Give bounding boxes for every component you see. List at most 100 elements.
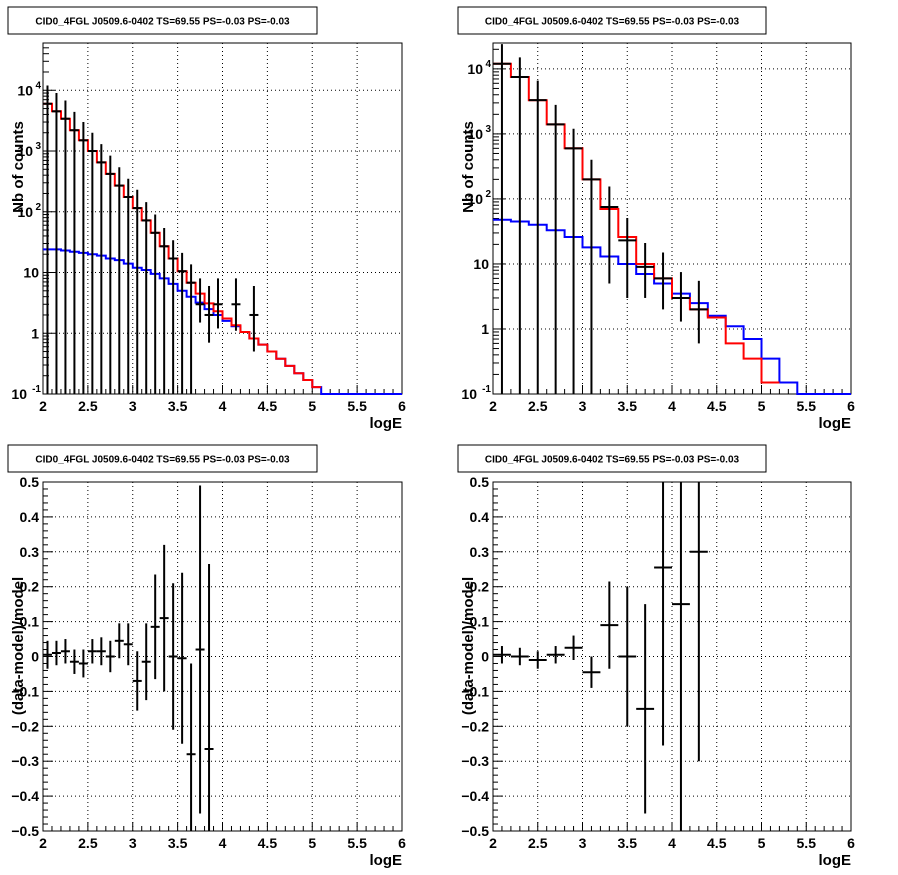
data-point (159, 228, 169, 394)
y-tick-label: 10 (467, 191, 483, 207)
x-tick-label: 2 (39, 398, 47, 414)
y-tick-label: −0.3 (461, 753, 489, 769)
data-point (69, 111, 79, 394)
x-tick-label: 2.5 (78, 398, 98, 414)
data-point (600, 186, 619, 284)
data-point (123, 623, 133, 666)
x-axis-label: logE (370, 415, 403, 432)
y-tick-label: −0.5 (461, 823, 489, 839)
y-tick-label: −0.2 (11, 718, 39, 734)
y-tick-label: 1 (481, 321, 489, 337)
data-point (231, 278, 241, 331)
y-tick-label: 10 (461, 386, 477, 402)
data-point (87, 132, 97, 394)
data-point (528, 80, 547, 394)
data-point (195, 485, 205, 814)
y-tick-label: 10 (467, 61, 483, 77)
data-point (132, 189, 142, 394)
data-point (249, 285, 259, 352)
y-tick-label: −0.4 (11, 788, 39, 804)
data-point (636, 242, 655, 298)
data-point (689, 482, 708, 762)
data-point (618, 586, 637, 727)
data-point (69, 649, 79, 674)
x-tick-label: 2.5 (528, 835, 548, 851)
data-point (528, 651, 547, 669)
x-tick-label: 6 (847, 398, 855, 414)
chart-panel-2: CID0_4FGL J0509.6-0402 TS=69.55 PS=-0.03… (457, 6, 855, 432)
data-point (105, 640, 115, 673)
data-point (582, 656, 601, 688)
y-tick-label: 0.2 (20, 579, 40, 595)
x-tick-label: 2 (489, 835, 497, 851)
y-tick-label: 10 (17, 143, 33, 159)
data-point (204, 285, 214, 343)
y-tick-exponent: 3 (485, 124, 491, 135)
data-point (493, 44, 511, 394)
data-point (114, 623, 124, 659)
title-box (7, 444, 318, 473)
data-point (132, 651, 142, 711)
y-tick-label: −0.4 (461, 788, 489, 804)
data-point (204, 564, 214, 831)
x-axis-label: logE (370, 852, 403, 869)
data-point (564, 635, 583, 660)
y-tick-label: 10 (473, 256, 489, 272)
data-point (186, 663, 196, 831)
y-axis-label: (data-model)/model (460, 577, 477, 715)
y-tick-exponent: 3 (35, 141, 41, 152)
y-tick-label: 0.2 (470, 579, 490, 595)
data-point (51, 93, 61, 394)
y-tick-label: 1 (31, 325, 39, 341)
y-tick-label: 0.5 (20, 474, 40, 490)
x-tick-label: 3 (579, 835, 587, 851)
x-tick-label: 2.5 (528, 398, 548, 414)
x-tick-label: 5 (308, 398, 316, 414)
x-tick-label: 5.5 (797, 398, 817, 414)
x-tick-label: 4.5 (258, 398, 278, 414)
data-point (177, 252, 187, 394)
title-box (457, 444, 767, 473)
y-tick-label: 0 (31, 649, 39, 665)
y-tick-exponent: 4 (485, 59, 491, 70)
y-tick-label: 0.1 (20, 614, 40, 630)
y-axis-label: Nb of counts (460, 121, 477, 213)
data-point (141, 202, 151, 394)
y-tick-label: 10 (17, 204, 33, 220)
data-point (96, 144, 106, 394)
y-tick-label: 0.4 (470, 509, 490, 525)
data-point (177, 572, 187, 744)
x-tick-label: 3 (129, 835, 137, 851)
y-tick-label: −0.2 (461, 718, 489, 734)
y-tick-exponent: -1 (482, 384, 491, 395)
chart-panel-4: CID0_4FGL J0509.6-0402 TS=69.55 PS=-0.03… (457, 444, 855, 869)
y-axis-label: (data-model)/model (10, 577, 27, 715)
histogram-series-2 (493, 62, 780, 384)
data-point (582, 159, 601, 394)
data-point (96, 637, 106, 666)
data-point (564, 128, 583, 394)
y-tick-label: 0.5 (470, 474, 490, 490)
x-tick-label: 3.5 (618, 835, 638, 851)
data-point (493, 646, 511, 664)
data-point (510, 647, 529, 666)
y-axis-label: Nb of counts (10, 121, 27, 213)
data-point (195, 278, 205, 323)
x-tick-label: 3.5 (168, 398, 188, 414)
x-tick-label: 6 (398, 835, 406, 851)
data-point (105, 155, 115, 394)
data-point (87, 639, 97, 664)
x-tick-label: 2 (39, 835, 47, 851)
x-tick-label: 4.5 (707, 398, 727, 414)
chart-title: CID0_4FGL J0509.6-0402 TS=69.55 PS=-0.03… (35, 17, 290, 28)
data-point (159, 544, 169, 692)
y-tick-label: 0.1 (470, 614, 490, 630)
chart-title: CID0_4FGL J0509.6-0402 TS=69.55 PS=-0.03… (485, 17, 740, 28)
x-tick-label: 5 (758, 398, 766, 414)
y-tick-label: 10 (23, 265, 39, 281)
x-tick-label: 5 (758, 835, 766, 851)
data-point (168, 583, 178, 730)
data-point (654, 252, 672, 310)
y-tick-label: 0.3 (20, 544, 40, 560)
